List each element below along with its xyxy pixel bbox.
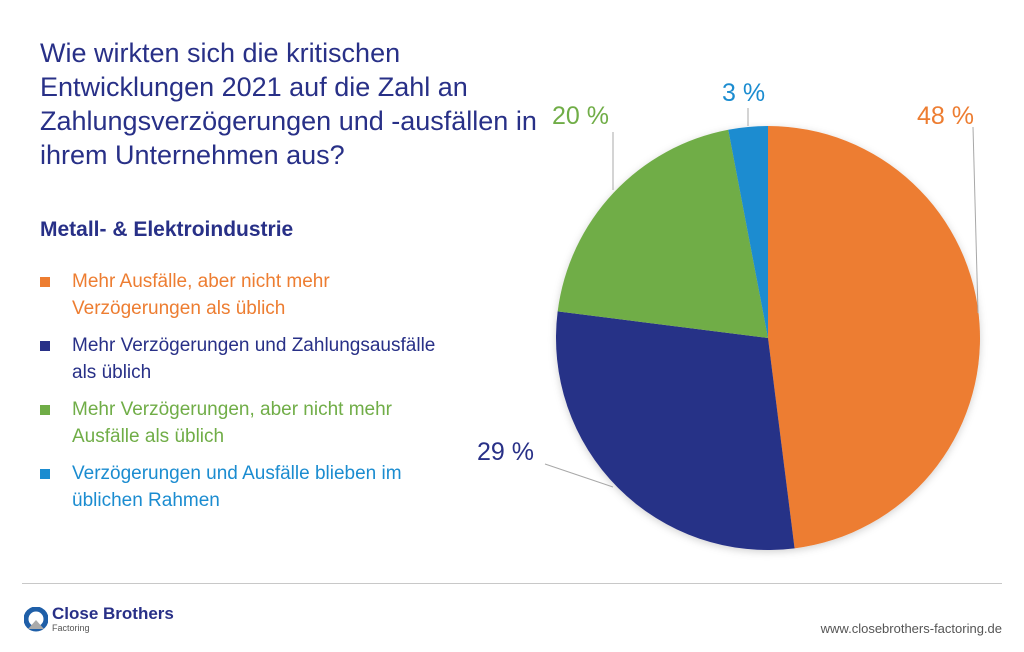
chart-title: Wie wirkten sich die kritischen Entwickl… (40, 38, 537, 170)
chart-subtitle: Metall- & Elektroindustrie (40, 218, 294, 241)
legend: Mehr Ausfälle, aber nicht mehr Verzögeru… (40, 268, 440, 524)
logo-icon (24, 607, 48, 632)
leader-line (972, 126, 979, 314)
pie-slice (556, 311, 795, 550)
logo-sub: Factoring (52, 623, 90, 633)
pie-slice (728, 126, 768, 338)
data-label: 3 % (722, 79, 765, 107)
legend-swatch (40, 341, 50, 351)
legend-item: Verzögerungen und Ausfälle blieben im üb… (40, 460, 440, 514)
website-url: www.closebrothers-factoring.de (820, 621, 1002, 636)
legend-swatch (40, 405, 50, 415)
legend-label: Mehr Verzögerungen, aber nicht mehr Ausf… (72, 399, 393, 447)
leader-line (544, 463, 614, 488)
logo-name: Close Brothers (52, 604, 174, 623)
data-label: 29 % (477, 438, 534, 466)
data-label: 48 % (917, 102, 974, 130)
pie-slice (557, 129, 768, 338)
legend-label: Mehr Verzögerungen und Zahlungsausfälle … (72, 335, 436, 383)
legend-item: Mehr Verzögerungen und Zahlungsausfälle … (40, 332, 440, 386)
data-label: 20 % (552, 102, 609, 130)
legend-swatch (40, 469, 50, 479)
legend-swatch (40, 277, 50, 287)
legend-item: Mehr Ausfälle, aber nicht mehr Verzögeru… (40, 268, 440, 322)
legend-label: Verzögerungen und Ausfälle blieben im üb… (72, 463, 402, 511)
legend-item: Mehr Verzögerungen, aber nicht mehr Ausf… (40, 396, 440, 450)
footer-divider (22, 583, 1002, 584)
pie-slice (768, 126, 981, 549)
legend-label: Mehr Ausfälle, aber nicht mehr Verzögeru… (72, 271, 330, 319)
